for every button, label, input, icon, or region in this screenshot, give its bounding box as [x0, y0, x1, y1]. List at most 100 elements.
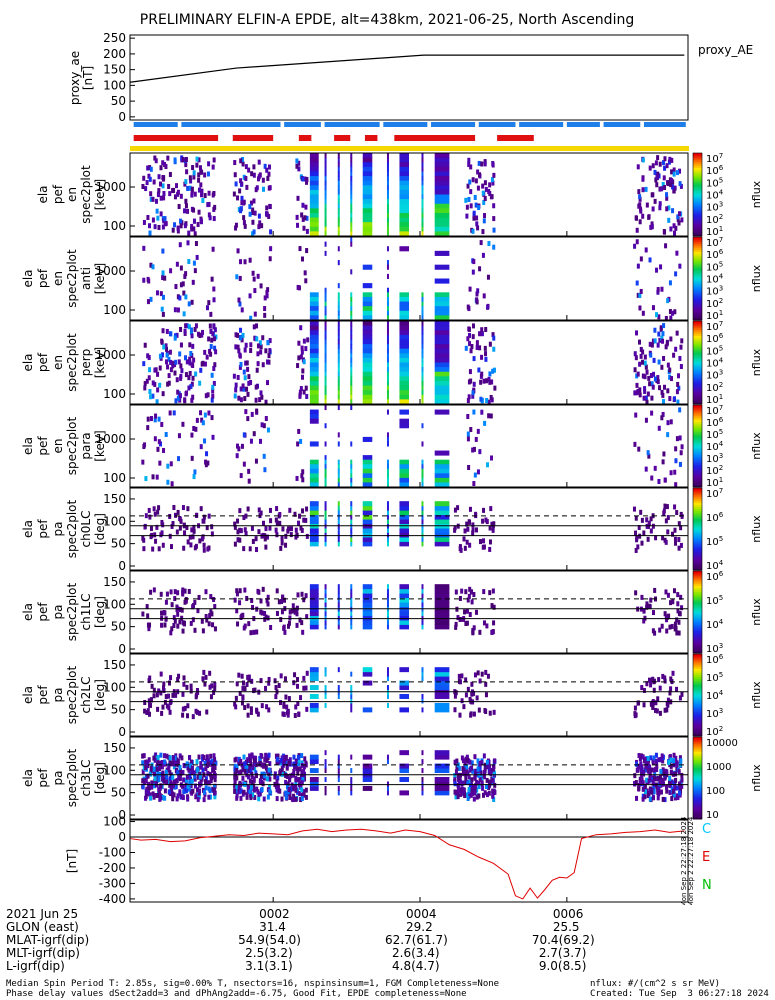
pitch-noise-pixel: [650, 702, 654, 708]
pitch-noise-pixel: [667, 779, 671, 785]
energy-band-cell: [324, 362, 327, 368]
energy-noise-pixel: [249, 315, 253, 321]
energy-noise-pixel: [233, 160, 237, 166]
energy-band-cell: [386, 194, 389, 200]
energy-band-cell: [337, 325, 340, 331]
pitch-band-cell: [362, 777, 373, 782]
pitch-noise-pixel: [454, 794, 458, 800]
pitch-noise-pixel: [287, 696, 291, 702]
pitch-noise-pixel: [642, 758, 646, 764]
pitch-noise-pixel: [458, 546, 462, 552]
pitch-noise-pixel: [643, 784, 647, 790]
energy-panel-3-ylabel-line: spec2plot: [65, 333, 79, 392]
energy-colorbar-1-color-step: [693, 231, 702, 235]
pitch-noise-pixel: [261, 520, 265, 526]
energy-colorbar-2-color-step: [693, 290, 702, 294]
energy-band-cell: [350, 473, 353, 479]
pitch-noise-pixel: [482, 507, 486, 513]
pitch-noise-pixel: [239, 769, 243, 775]
pitch-noise-pixel: [680, 772, 684, 778]
energy-band-cell: [386, 385, 389, 391]
energy-noise-pixel: [179, 218, 183, 224]
pitch-noise-pixel: [246, 757, 250, 763]
energy-panel-frame: [129, 320, 689, 405]
energy-noise-pixel: [198, 333, 202, 339]
pitch-noise-pixel: [652, 767, 656, 773]
pitch-noise-pixel: [167, 693, 171, 699]
energy-band-cell: [399, 344, 409, 350]
pitch-band-cell: [324, 593, 327, 599]
pitch-noise-pixel: [456, 794, 460, 800]
energy-band-cell: [324, 357, 327, 363]
energy-noise-pixel: [297, 355, 301, 361]
energy-noise-pixel: [168, 331, 172, 337]
energy-noise-pixel: [650, 381, 654, 387]
energy-colorbar-1-color-step: [693, 173, 702, 177]
pitch-noise-pixel: [209, 753, 213, 759]
energy-noise-pixel: [662, 229, 666, 235]
energy-noise-pixel: [151, 393, 155, 399]
pitch-noise-pixel: [490, 768, 494, 774]
pitch-noise-pixel: [460, 698, 464, 704]
energy-band-cell: [434, 208, 450, 214]
energy-noise-pixel: [633, 367, 637, 373]
energy-band-cell: [309, 468, 319, 474]
pitch-noise-pixel: [161, 522, 165, 528]
ephemeris-value: 0006: [552, 907, 584, 921]
energy-band-cell: [386, 330, 389, 336]
pitch-noise-pixel: [266, 601, 270, 607]
energy-noise-pixel: [165, 352, 169, 358]
energy-noise-pixel: [161, 275, 165, 281]
pitch-band-cell: [362, 532, 373, 538]
pitch-noise-pixel: [289, 786, 293, 792]
pitch-band-cell: [421, 624, 424, 630]
pitch-band-cell: [434, 781, 450, 787]
energy-noise-pixel: [208, 348, 212, 354]
pitch-noise-pixel: [674, 771, 678, 777]
pitch-noise-pixel: [657, 790, 661, 796]
energy-band-cell: [421, 357, 424, 363]
pitch-noise-pixel: [156, 760, 160, 766]
energy-colorbar-2-color-step: [693, 293, 702, 296]
energy-noise-pixel: [650, 221, 654, 227]
energy-noise-pixel: [649, 224, 653, 230]
energy-noise-pixel: [168, 410, 172, 416]
pitch-noise-pixel: [284, 794, 288, 800]
energy-noise-pixel: [650, 224, 654, 230]
pitch-noise-pixel: [159, 795, 163, 801]
energy-band-cell: [399, 362, 409, 368]
energy-noise-pixel: [480, 371, 484, 377]
energy-ytick-label: 1000: [95, 348, 126, 362]
energy-noise-pixel: [190, 192, 194, 198]
energy-noise-pixel: [656, 155, 660, 161]
energy-band-cell: [362, 189, 373, 195]
energy-noise-pixel: [656, 289, 660, 295]
pitch-noise-pixel: [651, 628, 655, 634]
pitch-colorbar-4-frame: [692, 736, 703, 820]
energy-noise-pixel: [268, 338, 272, 344]
pitch-band-cell: [421, 785, 424, 791]
pitch-noise-pixel: [255, 773, 259, 779]
energy-noise-pixel: [268, 185, 272, 191]
energy-noise-pixel: [183, 181, 187, 187]
pitch-noise-pixel: [204, 766, 208, 772]
energy-noise-pixel: [249, 347, 253, 353]
pitch-noise-pixel: [234, 695, 238, 701]
pitch-band-cell: [362, 624, 373, 630]
pitch-noise-pixel: [179, 768, 183, 774]
energy-noise-pixel: [643, 354, 647, 360]
pitch-noise-pixel: [656, 696, 660, 702]
energy-noise-pixel: [155, 290, 159, 296]
energy-noise-pixel: [302, 225, 306, 231]
energy-noise-pixel: [639, 346, 643, 352]
energy-noise-pixel: [167, 356, 171, 362]
pitch-noise-pixel: [176, 677, 180, 683]
energy-noise-pixel: [195, 254, 199, 260]
energy-band-cell: [386, 477, 389, 483]
energy-band-cell: [362, 468, 373, 474]
pitch-noise-pixel: [246, 712, 250, 718]
pitch-noise-pixel: [173, 755, 177, 761]
energy-colorbar-2-tick-label: 106: [706, 248, 724, 261]
pitch-noise-pixel: [207, 780, 211, 786]
energy-noise-pixel: [258, 397, 262, 403]
